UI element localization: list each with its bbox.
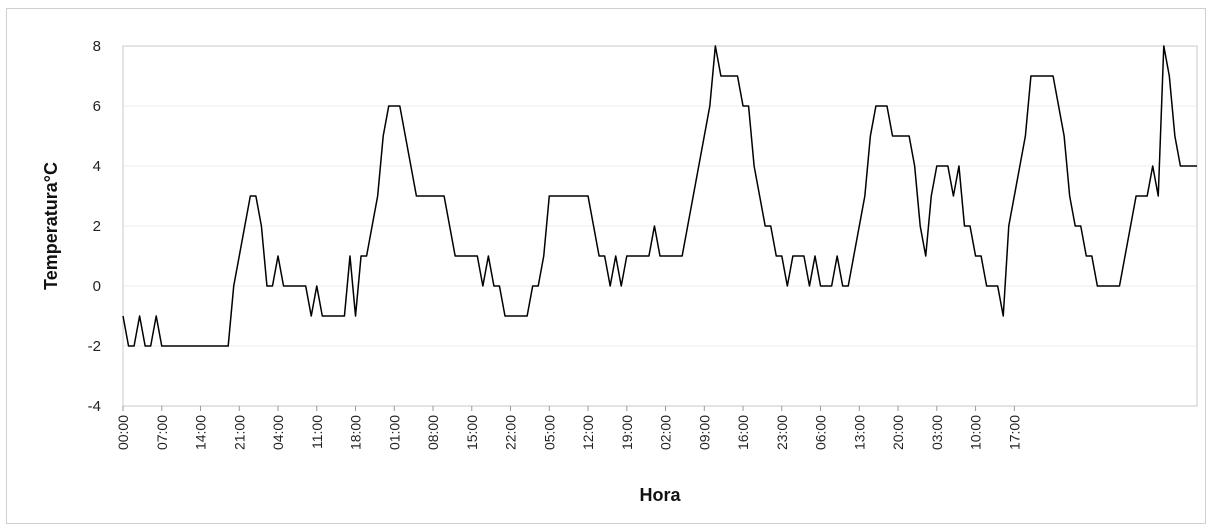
y-tick-label: 2 xyxy=(93,218,101,235)
y-tick-label: 4 xyxy=(93,158,101,175)
x-tick-label: 11:00 xyxy=(309,415,325,449)
y-axis-title: Temperatura°C xyxy=(41,162,61,290)
x-tick-label: 12:00 xyxy=(580,415,596,450)
x-tick-label: 08:00 xyxy=(425,415,441,450)
x-tick-label: 20:00 xyxy=(890,415,906,450)
x-tick-label: 19:00 xyxy=(619,415,635,450)
x-tick-label: 09:00 xyxy=(696,415,712,450)
x-tick-label: 00:00 xyxy=(115,415,131,450)
x-tick-label: 02:00 xyxy=(658,415,674,450)
x-tick-label: 05:00 xyxy=(541,415,557,450)
y-tick-label: 6 xyxy=(93,98,101,115)
x-axis-title: Hora xyxy=(639,485,681,505)
y-tick-label: -2 xyxy=(88,338,101,355)
y-tick-label: -4 xyxy=(88,398,101,415)
x-tick-label: 07:00 xyxy=(154,415,170,450)
series-layer xyxy=(122,45,1197,347)
y-tick-label: 0 xyxy=(93,278,101,295)
x-tick-label: 10:00 xyxy=(968,415,984,450)
x-tick-label: 03:00 xyxy=(929,415,945,450)
x-tick-label: 18:00 xyxy=(348,415,364,450)
y-tick-label: 8 xyxy=(93,38,101,55)
x-tick-label: 14:00 xyxy=(193,415,209,450)
x-tick-label: 15:00 xyxy=(464,415,480,450)
temperature-series-line xyxy=(122,45,1197,347)
x-tick-label: 01:00 xyxy=(386,415,402,450)
gridlines xyxy=(123,45,1197,407)
x-tick-label: 17:00 xyxy=(1006,415,1022,450)
plot-area xyxy=(122,45,1198,407)
x-axis-ticks: 00:00 07:00 14:00 21:00 04:00 11:00 18:00 01:00… xyxy=(115,406,1022,450)
x-tick-label: 16:00 xyxy=(735,415,751,450)
x-tick-label: 21:00 xyxy=(231,415,247,450)
x-tick-label: 22:00 xyxy=(503,415,519,450)
x-tick-label: 06:00 xyxy=(813,415,829,450)
x-tick-label: 04:00 xyxy=(270,415,286,450)
y-axis-ticks: -4 -2 0 2 4 6 8 xyxy=(88,38,101,415)
x-tick-label: 23:00 xyxy=(774,415,790,450)
x-tick-label: 13:00 xyxy=(851,415,867,450)
